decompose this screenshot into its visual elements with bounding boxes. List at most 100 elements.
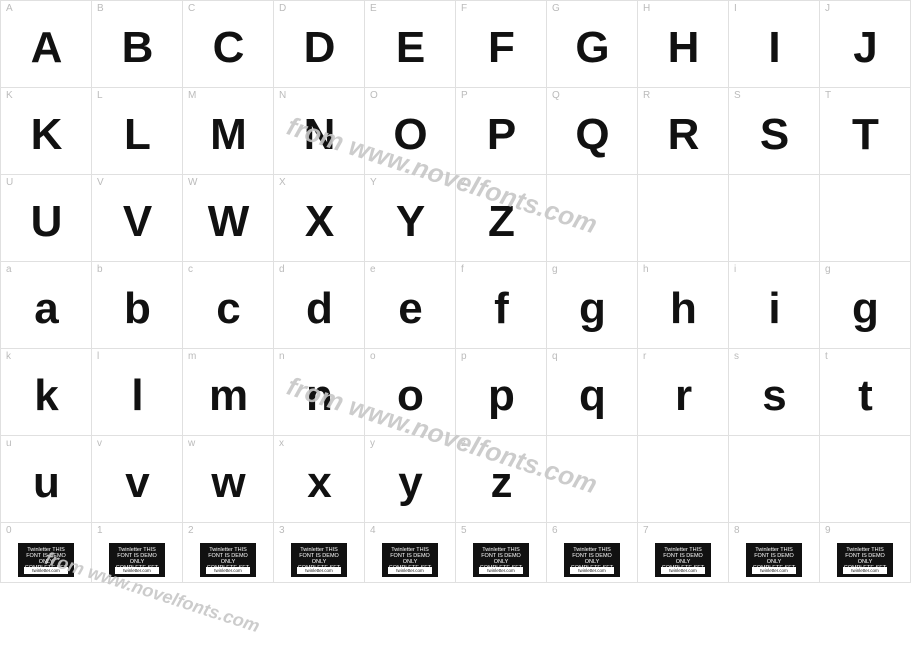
charmap-cell[interactable]: xx — [274, 436, 365, 523]
charmap-cell[interactable]: CC — [183, 1, 274, 88]
cell-label: Y — [370, 178, 377, 188]
charmap-cell[interactable]: 8Twinletter THIS FONT IS DEMO ONLY COMPL… — [729, 523, 820, 583]
glyph: b — [124, 284, 150, 334]
charmap-cell[interactable]: NN — [274, 88, 365, 175]
charmap-cell[interactable]: MM — [183, 88, 274, 175]
charmap-cell[interactable]: JJ — [820, 1, 911, 88]
charmap-cell[interactable]: KK — [1, 88, 92, 175]
glyph: t — [858, 371, 872, 421]
charmap-cell[interactable]: 7Twinletter THIS FONT IS DEMO ONLY COMPL… — [638, 523, 729, 583]
charmap-cell[interactable]: tt — [820, 349, 911, 436]
charmap-cell[interactable]: GG — [547, 1, 638, 88]
charmap-cell[interactable]: BB — [92, 1, 183, 88]
charmap-cell[interactable]: kk — [1, 349, 92, 436]
cell-label: c — [188, 265, 193, 275]
glyph: K — [31, 110, 62, 160]
charmap-cell[interactable]: YY — [365, 175, 456, 262]
cell-label: n — [279, 352, 285, 362]
cell-label: R — [643, 91, 650, 101]
glyph: G — [575, 23, 608, 73]
charmap-cell[interactable]: 1 Twinletter THIS FONT IS DEMO ONLY COMPL… — [92, 523, 183, 583]
cell-label: 9 — [825, 526, 831, 536]
charmap-cell[interactable]: FF — [456, 1, 547, 88]
charmap-cell[interactable]: 6 Twinletter THIS FONT IS DEMO ONLY COMPL… — [547, 523, 638, 583]
charmap-cell[interactable]: 3Twinletter THIS FONT IS DEMO ONLY COMPL… — [274, 523, 365, 583]
cell-label: g — [825, 265, 831, 275]
charmap-cell[interactable] — [820, 436, 911, 523]
glyph: k — [34, 371, 57, 421]
cell-label: 1 — [97, 526, 103, 536]
charmap-cell[interactable]: OO — [365, 88, 456, 175]
charmap-cell[interactable]: EE — [365, 1, 456, 88]
charmap-cell[interactable]: gg — [547, 262, 638, 349]
cell-label: q — [552, 352, 558, 362]
cell-label: g — [552, 265, 558, 275]
charmap-cell[interactable] — [729, 175, 820, 262]
charmap-cell[interactable]: 5Twinletter THIS FONT IS DEMO ONLY COMPL… — [456, 523, 547, 583]
charmap-cell[interactable]: ll — [92, 349, 183, 436]
charmap-cell[interactable]: DD — [274, 1, 365, 88]
charmap-cell[interactable] — [820, 175, 911, 262]
charmap-cell[interactable]: VV — [92, 175, 183, 262]
charmap-cell[interactable] — [638, 175, 729, 262]
notdef-glyph: Twinletter THIS FONT IS DEMO ONLY COMPLE… — [18, 543, 74, 577]
charmap-cell[interactable]: oo — [365, 349, 456, 436]
charmap-cell[interactable]: uu — [1, 436, 92, 523]
cell-label: C — [188, 4, 195, 14]
charmap-cell[interactable]: UU — [1, 175, 92, 262]
charmap-cell[interactable]: 2Twinletter THIS FONT IS DEMO ONLY COMPL… — [183, 523, 274, 583]
charmap-cell[interactable]: rr — [638, 349, 729, 436]
charmap-cell[interactable]: 4Twinletter THIS FONT IS DEMO ONLY COMPL… — [365, 523, 456, 583]
charmap-cell[interactable]: yy — [365, 436, 456, 523]
charmap-cell[interactable]: ii — [729, 262, 820, 349]
charmap-grid: AABBCCDDEEFFGGHHIIJJKKLLMMNNOOPPQQRRSSTT… — [0, 0, 911, 583]
charmap-cell[interactable]: ee — [365, 262, 456, 349]
charmap-cell[interactable]: cc — [183, 262, 274, 349]
charmap-cell[interactable]: ss — [729, 349, 820, 436]
charmap-cell[interactable]: AA — [1, 1, 92, 88]
charmap-cell[interactable]: TT — [820, 88, 911, 175]
charmap-cell[interactable]: zz — [456, 436, 547, 523]
glyph: q — [579, 371, 605, 421]
charmap-cell[interactable]: ZZ — [456, 175, 547, 262]
cell-label: B — [97, 4, 104, 14]
notdef-glyph: Twinletter THIS FONT IS DEMO ONLY COMPLE… — [564, 543, 620, 577]
charmap-cell[interactable]: RR — [638, 88, 729, 175]
charmap-cell[interactable]: 0Twinletter THIS FONT IS DEMO ONLY COMPL… — [1, 523, 92, 583]
charmap-cell[interactable]: SS — [729, 88, 820, 175]
cell-label: a — [6, 265, 12, 275]
charmap-cell[interactable]: mm — [183, 349, 274, 436]
charmap-cell[interactable]: WW — [183, 175, 274, 262]
charmap-cell[interactable]: qq — [547, 349, 638, 436]
cell-label: f — [461, 265, 464, 275]
cell-label: t — [825, 352, 828, 362]
notdef-glyph: Twinletter THIS FONT IS DEMO ONLY COMPLE… — [109, 543, 165, 577]
charmap-cell[interactable] — [729, 436, 820, 523]
charmap-cell[interactable]: 9Twinletter THIS FONT IS DEMO ONLY COMPL… — [820, 523, 911, 583]
charmap-cell[interactable]: II — [729, 1, 820, 88]
charmap-cell[interactable]: ww — [183, 436, 274, 523]
charmap-cell[interactable]: XX — [274, 175, 365, 262]
cell-label: K — [6, 91, 13, 101]
charmap-cell[interactable]: QQ — [547, 88, 638, 175]
charmap-cell[interactable]: bb — [92, 262, 183, 349]
charmap-cell[interactable]: hh — [638, 262, 729, 349]
notdef-glyph: Twinletter THIS FONT IS DEMO ONLY COMPLE… — [473, 543, 529, 577]
charmap-cell[interactable]: nn — [274, 349, 365, 436]
charmap-cell[interactable] — [547, 175, 638, 262]
charmap-cell[interactable]: ff — [456, 262, 547, 349]
cell-label: 6 — [552, 526, 558, 536]
charmap-cell[interactable]: pp — [456, 349, 547, 436]
charmap-cell[interactable]: dd — [274, 262, 365, 349]
charmap-cell[interactable] — [547, 436, 638, 523]
cell-label: U — [6, 178, 13, 188]
cell-label: i — [734, 265, 736, 275]
charmap-cell[interactable]: gg — [820, 262, 911, 349]
charmap-cell[interactable]: aa — [1, 262, 92, 349]
charmap-cell[interactable]: HH — [638, 1, 729, 88]
charmap-cell[interactable]: LL — [92, 88, 183, 175]
charmap-cell[interactable]: PP — [456, 88, 547, 175]
charmap-cell[interactable]: vv — [92, 436, 183, 523]
charmap-cell[interactable] — [638, 436, 729, 523]
glyph: x — [307, 458, 330, 508]
